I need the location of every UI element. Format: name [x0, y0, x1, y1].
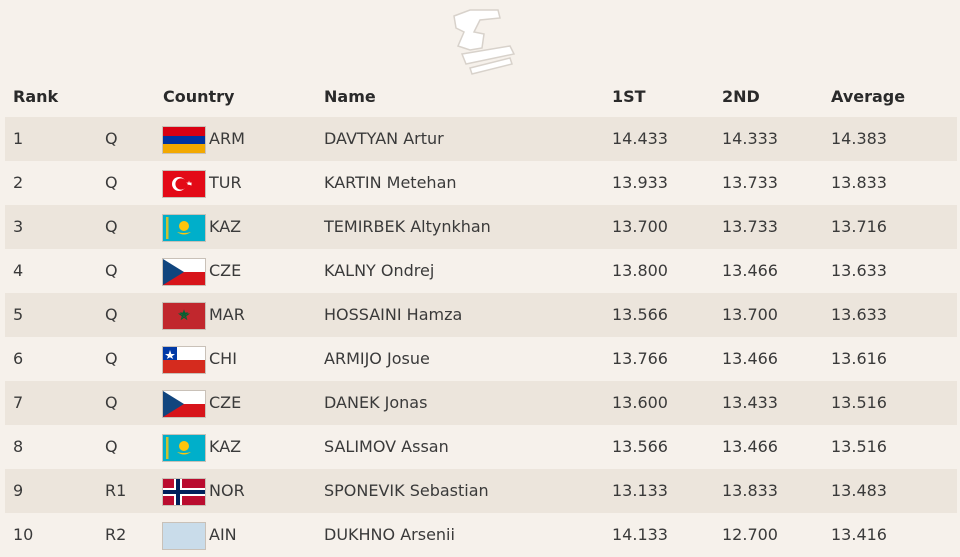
- table-row[interactable]: 4 Q CZE KALNY Ondrej 13.800 13.466 13.633: [5, 249, 957, 293]
- chi-flag-icon: [163, 347, 205, 373]
- athlete-name-cell: KALNY Ondrej: [324, 261, 435, 280]
- country-code-cell: TUR: [209, 173, 242, 192]
- country-code-cell: CHI: [209, 349, 237, 368]
- country-code-cell: CZE: [209, 261, 242, 280]
- athlete-name-cell: KARTIN Metehan: [324, 173, 457, 192]
- athlete-name-cell: ARMIJO Josue: [324, 349, 430, 368]
- second-score-cell: 14.333: [722, 129, 778, 148]
- mar-flag-icon: [163, 303, 205, 329]
- kaz-flag-icon: [163, 435, 205, 461]
- cze-flag-icon: [163, 259, 205, 285]
- average-score-cell: 13.716: [831, 217, 887, 236]
- second-score-cell: 13.733: [722, 173, 778, 192]
- rank-cell: 4: [13, 261, 24, 280]
- athlete-name-cell: SPONEVIK Sebastian: [324, 481, 489, 500]
- tur-flag-icon: [163, 171, 205, 197]
- qualification-cell: Q: [105, 129, 118, 148]
- cze-flag-icon: [163, 391, 205, 417]
- rank-cell: 7: [13, 393, 24, 412]
- table-row[interactable]: 7 Q CZE DANEK Jonas 13.600 13.433 13.516: [5, 381, 957, 425]
- rank-cell: 8: [13, 437, 24, 456]
- country-code-cell: CZE: [209, 393, 242, 412]
- average-score-cell: 13.516: [831, 393, 887, 412]
- athlete-name-cell: DUKHNO Arsenii: [324, 525, 455, 544]
- header-average[interactable]: Average: [831, 87, 906, 106]
- table-row[interactable]: 6 Q CHI ARMIJO Josue 13.766 13.466 13.616: [5, 337, 957, 381]
- first-score-cell: 13.566: [612, 305, 668, 324]
- country-code-cell: AIN: [209, 525, 237, 544]
- rank-cell: 2: [13, 173, 24, 192]
- table-row[interactable]: 3 Q KAZ TEMIRBEK Altynkhan 13.700 13.733 13.71…: [5, 205, 957, 249]
- average-score-cell: 13.633: [831, 305, 887, 324]
- header-first-score[interactable]: 1ST: [612, 87, 646, 106]
- athlete-name-cell: TEMIRBEK Altynkhan: [324, 217, 491, 236]
- nor-flag-icon: [163, 479, 205, 505]
- table-row[interactable]: 10 R2 AIN DUKHNO Arsenii 14.133 12.700 13.416: [5, 513, 957, 557]
- first-score-cell: 13.566: [612, 437, 668, 456]
- average-score-cell: 13.516: [831, 437, 887, 456]
- country-code-cell: ARM: [209, 129, 245, 148]
- results-table: Rank Country Name 1ST 2ND Average 1 Q ARM D…: [5, 80, 957, 557]
- rank-cell: 5: [13, 305, 24, 324]
- athlete-name-cell: SALIMOV Assan: [324, 437, 449, 456]
- qualification-cell: Q: [105, 217, 118, 236]
- rank-cell: 10: [13, 525, 34, 544]
- second-score-cell: 13.700: [722, 305, 778, 324]
- average-score-cell: 13.616: [831, 349, 887, 368]
- table-row[interactable]: 5 Q MAR HOSSAINI Hamza 13.566 13.700 13.633: [5, 293, 957, 337]
- rank-cell: 6: [13, 349, 24, 368]
- first-score-cell: 13.133: [612, 481, 668, 500]
- first-score-cell: 13.766: [612, 349, 668, 368]
- qualification-cell: Q: [105, 349, 118, 368]
- average-score-cell: 13.416: [831, 525, 887, 544]
- kaz-flag-icon: [163, 215, 205, 241]
- rank-cell: 3: [13, 217, 24, 236]
- qualification-cell: Q: [105, 393, 118, 412]
- second-score-cell: 12.700: [722, 525, 778, 544]
- gymnastics-logo-icon: [440, 2, 524, 78]
- country-code-cell: NOR: [209, 481, 245, 500]
- country-code-cell: KAZ: [209, 217, 242, 236]
- athlete-name-cell: HOSSAINI Hamza: [324, 305, 463, 324]
- second-score-cell: 13.466: [722, 349, 778, 368]
- table-header: Rank Country Name 1ST 2ND Average: [5, 80, 957, 114]
- first-score-cell: 13.700: [612, 217, 668, 236]
- arm-flag-icon: [163, 127, 205, 153]
- table-row[interactable]: 8 Q KAZ SALIMOV Assan 13.566 13.466 13.516: [5, 425, 957, 469]
- header-country[interactable]: Country: [163, 87, 235, 106]
- ain-flag-icon: [163, 523, 205, 549]
- average-score-cell: 13.483: [831, 481, 887, 500]
- header-rank[interactable]: Rank: [13, 87, 59, 106]
- second-score-cell: 13.833: [722, 481, 778, 500]
- athlete-name-cell: DAVTYAN Artur: [324, 129, 444, 148]
- second-score-cell: 13.466: [722, 261, 778, 280]
- second-score-cell: 13.733: [722, 217, 778, 236]
- qualification-cell: Q: [105, 173, 118, 192]
- country-code-cell: KAZ: [209, 437, 242, 456]
- header-name[interactable]: Name: [324, 87, 376, 106]
- first-score-cell: 13.600: [612, 393, 668, 412]
- first-score-cell: 14.433: [612, 129, 668, 148]
- average-score-cell: 14.383: [831, 129, 887, 148]
- rank-cell: 1: [13, 129, 24, 148]
- header-second-score[interactable]: 2ND: [722, 87, 760, 106]
- table-row[interactable]: 1 Q ARM DAVTYAN Artur 14.433 14.333 14.383: [5, 117, 957, 161]
- qualification-cell: Q: [105, 261, 118, 280]
- rank-cell: 9: [13, 481, 24, 500]
- qualification-cell: Q: [105, 305, 118, 324]
- qualification-cell: R1: [105, 481, 127, 500]
- table-row[interactable]: 9 R1 NOR SPONEVIK Sebastian 13.133 13.833 13.4…: [5, 469, 957, 513]
- second-score-cell: 13.466: [722, 437, 778, 456]
- first-score-cell: 14.133: [612, 525, 668, 544]
- table-row[interactable]: 2 Q TUR KARTIN Metehan 13.933 13.733 13.833: [5, 161, 957, 205]
- second-score-cell: 13.433: [722, 393, 778, 412]
- athlete-name-cell: DANEK Jonas: [324, 393, 428, 412]
- average-score-cell: 13.633: [831, 261, 887, 280]
- first-score-cell: 13.933: [612, 173, 668, 192]
- qualification-cell: R2: [105, 525, 127, 544]
- country-code-cell: MAR: [209, 305, 245, 324]
- first-score-cell: 13.800: [612, 261, 668, 280]
- average-score-cell: 13.833: [831, 173, 887, 192]
- qualification-cell: Q: [105, 437, 118, 456]
